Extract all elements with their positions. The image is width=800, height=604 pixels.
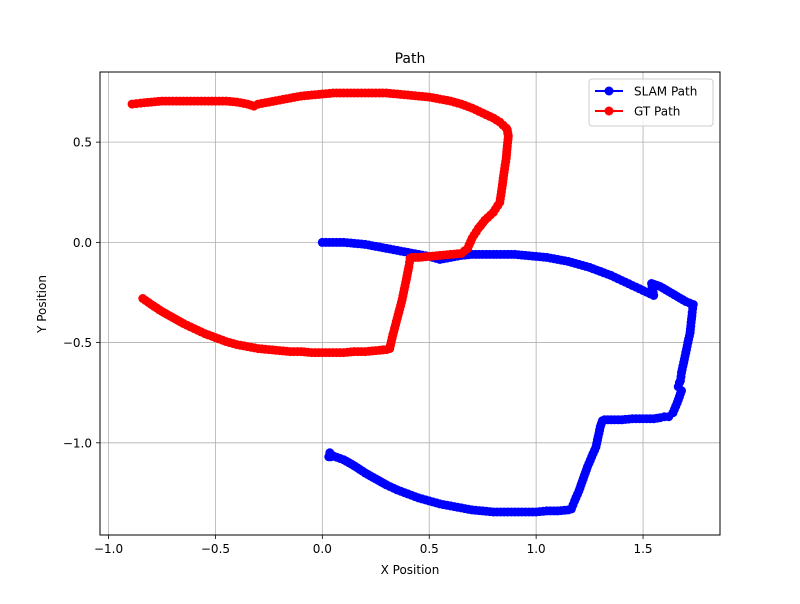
x-tick-label: 0.0 xyxy=(313,542,332,556)
axes-frame xyxy=(99,71,721,536)
y-tick-label: 0.5 xyxy=(73,136,92,150)
y-tick-label: −1.0 xyxy=(63,436,92,450)
x-tick-label: −1.0 xyxy=(94,542,123,556)
legend-label-slam: SLAM Path xyxy=(634,85,697,99)
x-tick-label: −0.5 xyxy=(201,542,230,556)
series-layer xyxy=(127,88,698,517)
plot-area xyxy=(100,72,720,535)
y-tick-label: −0.5 xyxy=(63,336,92,350)
legend: SLAM Path GT Path xyxy=(588,78,714,127)
x-tick-label: 0.5 xyxy=(420,542,439,556)
tick-layer: −1.0 −0.5 0.0 0.5 1.0 1.5 −1.0 −0.5 0.0 0.5 xyxy=(63,136,653,556)
x-tick-label: 1.0 xyxy=(527,542,546,556)
legend-marker-gt xyxy=(604,106,614,116)
x-tick-label: 1.5 xyxy=(633,542,652,556)
series-point-slam xyxy=(324,452,334,462)
legend-marker-slam xyxy=(604,86,614,96)
series-point-gt xyxy=(127,99,137,109)
grid-layer xyxy=(100,72,720,535)
y-tick-label: 0.0 xyxy=(73,236,92,250)
y-axis-label: Y Position xyxy=(35,275,49,334)
legend-label-gt: GT Path xyxy=(634,105,680,119)
x-axis-label: X Position xyxy=(381,563,440,577)
chart-title: Path xyxy=(395,51,426,67)
